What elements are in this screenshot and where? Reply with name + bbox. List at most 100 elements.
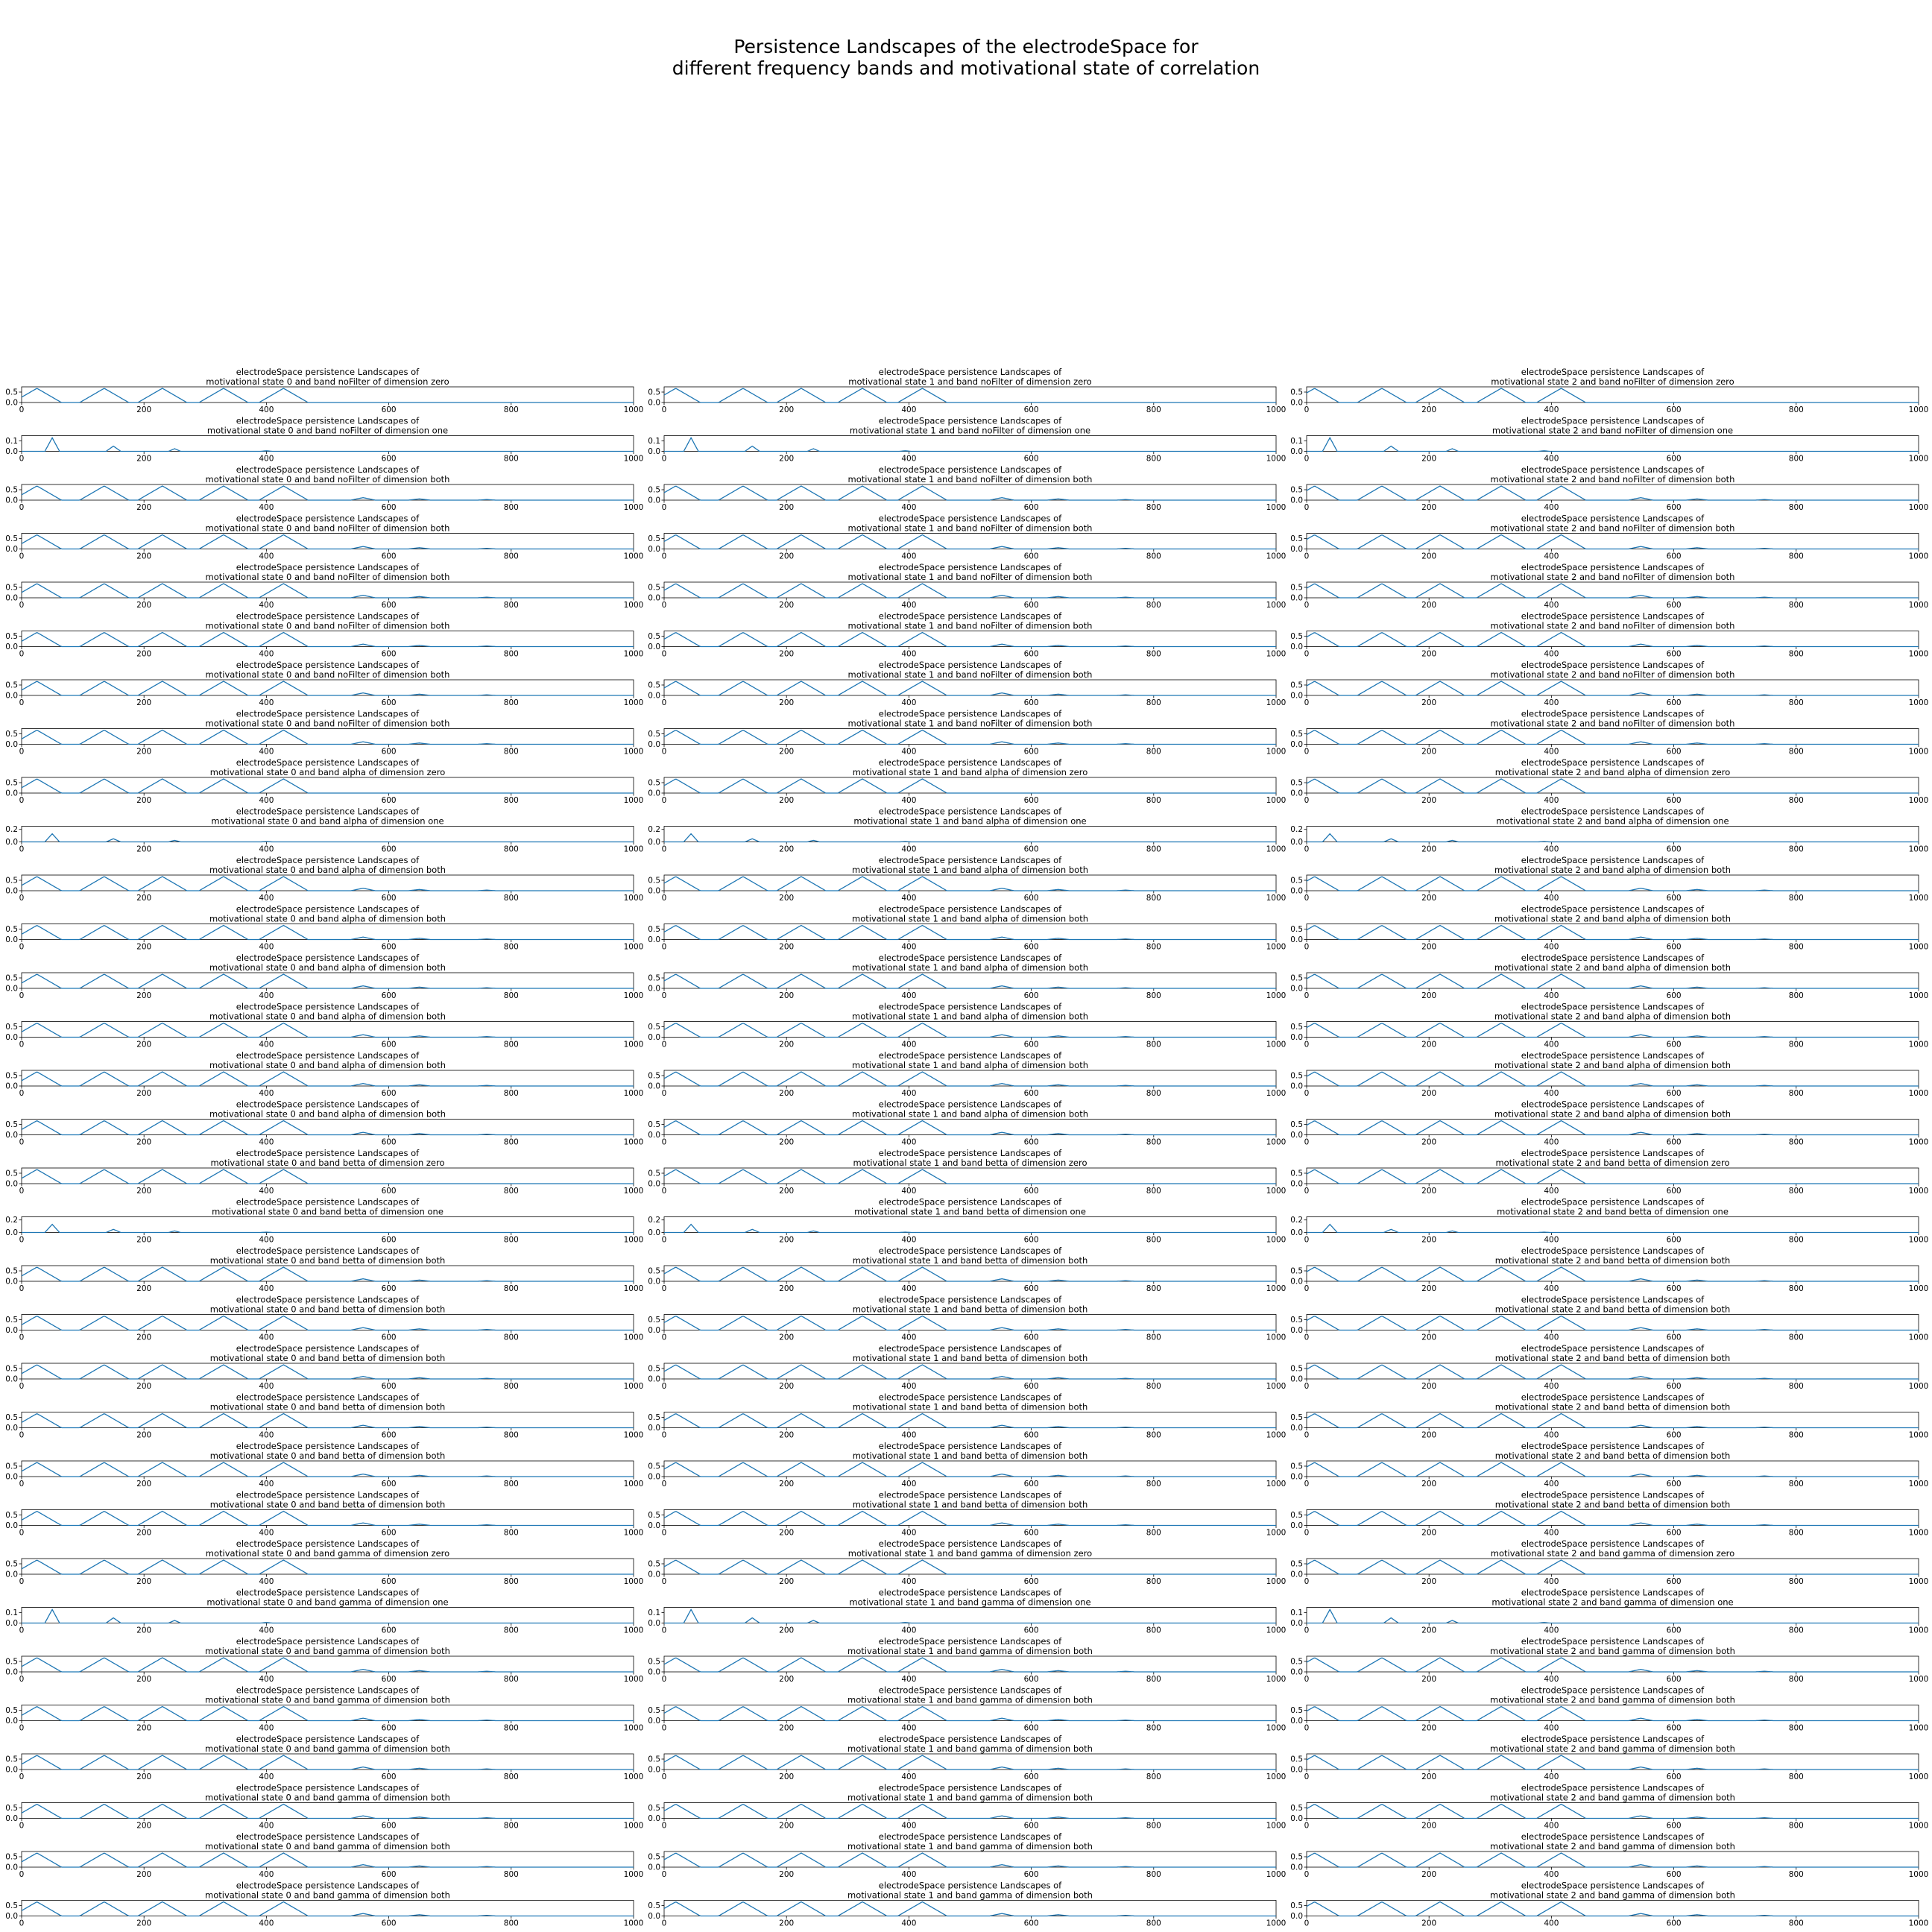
x-tick-label: 200 bbox=[136, 894, 151, 903]
x-tick-label: 200 bbox=[1421, 1675, 1436, 1684]
subplot-title-line2: motivational state 0 and band alpha of d… bbox=[209, 914, 446, 924]
x-tick-label: 0 bbox=[1304, 1382, 1310, 1391]
x-tick-label: 400 bbox=[1544, 1089, 1559, 1098]
x-tick-label: 800 bbox=[1146, 405, 1161, 414]
landscape-line bbox=[21, 485, 634, 501]
subplot-title-line2: motivational state 2 and band alpha of d… bbox=[1494, 914, 1731, 924]
x-tick-label: 400 bbox=[1544, 1772, 1559, 1781]
landscape-line bbox=[1306, 1852, 1919, 1868]
axes-frame bbox=[663, 386, 1277, 403]
x-tick-label: 200 bbox=[136, 1333, 151, 1342]
subplot-title-line1: electrodeSpace persistence Landscapes of bbox=[1521, 1734, 1705, 1744]
subplot: electrodeSpace persistence Landscapes of… bbox=[5, 1783, 643, 1831]
landscape-line bbox=[663, 1462, 1276, 1477]
subplot-title-line2: motivational state 0 and band gamma of d… bbox=[206, 1548, 449, 1559]
x-tick-label: 200 bbox=[1421, 845, 1436, 854]
x-tick-label: 1000 bbox=[1909, 894, 1929, 903]
subplot-title-line1: electrodeSpace persistence Landscapes of bbox=[236, 1246, 420, 1256]
axes-frame bbox=[1306, 1558, 1919, 1575]
subplot: electrodeSpace persistence Landscapes of… bbox=[1290, 1881, 1928, 1928]
y-tick-label: 0.0 bbox=[648, 1180, 660, 1189]
x-tick-label: 200 bbox=[779, 1529, 794, 1538]
x-tick-label: 800 bbox=[504, 1187, 519, 1196]
x-tick-label: 600 bbox=[1667, 748, 1682, 757]
axes-frame bbox=[21, 1167, 634, 1184]
x-tick-label: 200 bbox=[136, 1089, 151, 1098]
x-tick-label: 0 bbox=[662, 1041, 667, 1049]
x-tick-label: 0 bbox=[1304, 552, 1310, 561]
axes-frame bbox=[21, 1851, 634, 1868]
x-tick-label: 600 bbox=[1667, 845, 1682, 854]
y-tick-label: 0.0 bbox=[5, 1521, 18, 1530]
x-tick-label: 1000 bbox=[624, 1284, 644, 1293]
axes-frame bbox=[663, 728, 1277, 745]
y-tick-label: 0.0 bbox=[648, 1278, 660, 1287]
axes-frame bbox=[1306, 679, 1919, 696]
subplot-title-line1: electrodeSpace persistence Landscapes of bbox=[1521, 1343, 1705, 1354]
y-tick-label: 0.0 bbox=[648, 594, 660, 603]
y-tick-label: 0.5 bbox=[5, 1023, 18, 1032]
x-tick-label: 0 bbox=[19, 796, 25, 805]
subplot-title-line1: electrodeSpace persistence Landscapes of bbox=[879, 562, 1062, 572]
x-tick-label: 200 bbox=[136, 1284, 151, 1293]
x-tick-label: 0 bbox=[1304, 1626, 1310, 1635]
x-tick-label: 200 bbox=[779, 1333, 794, 1342]
x-tick-label: 400 bbox=[1544, 601, 1559, 610]
subplot-title-line1: electrodeSpace persistence Landscapes of bbox=[879, 1295, 1062, 1305]
x-tick-label: 1000 bbox=[1266, 1431, 1287, 1440]
landscape-line bbox=[1306, 681, 1919, 696]
x-tick-label: 200 bbox=[1421, 1187, 1436, 1196]
subplot-title-line2: motivational state 1 and band betta of d… bbox=[853, 1450, 1088, 1461]
subplot-title-line2: motivational state 2 and band betta of d… bbox=[1497, 1207, 1729, 1217]
y-tick-label: 0.5 bbox=[5, 534, 18, 543]
axes-frame bbox=[663, 1119, 1277, 1135]
x-tick-label: 200 bbox=[136, 405, 151, 414]
axes-frame bbox=[1306, 533, 1919, 549]
axes-frame bbox=[21, 874, 634, 891]
landscape-line bbox=[1306, 485, 1919, 501]
x-tick-label: 0 bbox=[662, 1236, 667, 1245]
x-tick-label: 1000 bbox=[1266, 698, 1287, 707]
x-tick-label: 600 bbox=[1024, 1919, 1039, 1928]
x-tick-label: 0 bbox=[1304, 991, 1310, 1000]
subplot: electrodeSpace persistence Landscapes of… bbox=[648, 1685, 1286, 1733]
y-tick-label: 0.0 bbox=[1290, 740, 1303, 749]
x-tick-label: 400 bbox=[1544, 455, 1559, 464]
x-tick-label: 600 bbox=[1024, 1187, 1039, 1196]
subplot-title-line2: motivational state 1 and band noFilter o… bbox=[848, 572, 1093, 582]
subplot-title-line2: motivational state 0 and band betta of d… bbox=[212, 1207, 443, 1217]
x-tick-label: 1000 bbox=[1909, 1041, 1929, 1049]
x-tick-label: 400 bbox=[1544, 1333, 1559, 1342]
x-tick-label: 600 bbox=[382, 1919, 397, 1928]
x-tick-label: 0 bbox=[662, 943, 667, 952]
x-tick-label: 0 bbox=[1304, 1919, 1310, 1928]
subplot: electrodeSpace persistence Landscapes of… bbox=[5, 464, 643, 512]
axes-frame bbox=[21, 1119, 634, 1135]
x-tick-label: 400 bbox=[259, 991, 274, 1000]
x-tick-label: 200 bbox=[136, 698, 151, 707]
x-tick-label: 600 bbox=[1667, 991, 1682, 1000]
landscape-line bbox=[664, 833, 1276, 843]
landscape-line bbox=[22, 436, 634, 452]
subplot: electrodeSpace persistence Landscapes of… bbox=[648, 1441, 1286, 1489]
subplot: electrodeSpace persistence Landscapes of… bbox=[1290, 1588, 1928, 1635]
subplot-title-line1: electrodeSpace persistence Landscapes of bbox=[236, 1050, 420, 1061]
y-tick-label: 0.0 bbox=[1290, 1033, 1303, 1042]
x-tick-label: 400 bbox=[1544, 1382, 1559, 1391]
landscape-line bbox=[663, 1852, 1276, 1868]
y-tick-label: 0.5 bbox=[648, 1316, 660, 1325]
axes-frame bbox=[1306, 777, 1919, 794]
subplot-title-line2: motivational state 0 and band gamma of d… bbox=[205, 1743, 450, 1754]
x-tick-label: 1000 bbox=[624, 894, 644, 903]
x-tick-label: 200 bbox=[779, 698, 794, 707]
subplot: electrodeSpace persistence Landscapes of… bbox=[648, 1636, 1286, 1684]
x-tick-label: 0 bbox=[662, 1626, 667, 1635]
x-tick-label: 1000 bbox=[624, 991, 644, 1000]
y-tick-label: 0.0 bbox=[5, 692, 18, 701]
landscape-line bbox=[21, 1071, 634, 1087]
figure-title-line1: Persistence Landscapes of the electrodeS… bbox=[733, 36, 1199, 57]
landscape-line bbox=[663, 1657, 1276, 1673]
y-tick-label: 0.0 bbox=[1290, 1863, 1303, 1872]
x-tick-label: 1000 bbox=[1266, 1870, 1287, 1879]
x-tick-label: 0 bbox=[1304, 845, 1310, 854]
